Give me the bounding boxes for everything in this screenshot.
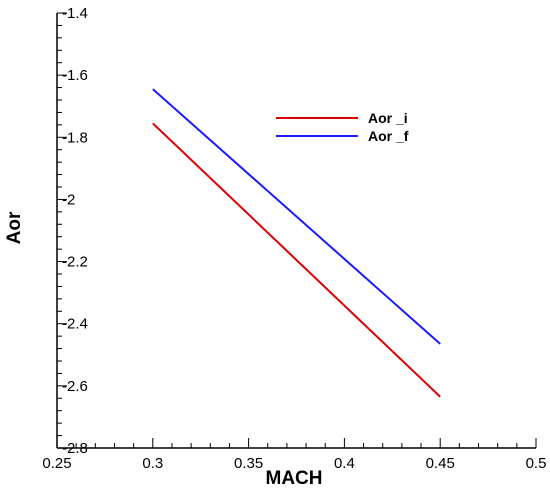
series-lines [152,88,441,398]
x-tick-label: 0.45 [426,455,455,472]
x-tick-label: 0.35 [234,455,263,472]
legend-label-1: Aor _i [368,110,408,126]
legend: Aor _i Aor _f [276,110,409,144]
x-tick-label: 0.25 [42,455,71,472]
axes [56,13,536,449]
tick-labels: 0.25 0.3 0.35 0.4 0.45 0.5 -1.4 -1.6 -1.8 -2 -2.2 -… [42,5,546,472]
y-tick-label: -2 [62,191,75,208]
legend-label-2: Aor _f [368,128,409,144]
y-tick-label: -2.8 [62,440,88,457]
x-tick-label: 0.4 [334,455,355,472]
y-axis-title: Aor [4,211,25,244]
y-tick-label: -2.4 [62,316,88,333]
y-tick-label: -1.6 [62,67,88,84]
ticks [56,12,537,449]
y-tick-label: -2.6 [62,378,88,395]
x-tick-label: 0.3 [142,455,163,472]
x-tick-label: 0.5 [526,455,547,472]
series-line-2 [152,88,441,345]
y-tick-label: -2.2 [62,254,88,271]
series-line-1 [152,122,441,398]
y-tick-label: -1.8 [62,129,88,146]
x-axis-title: MACH [266,468,323,489]
y-tick-label: -1.4 [62,5,88,22]
